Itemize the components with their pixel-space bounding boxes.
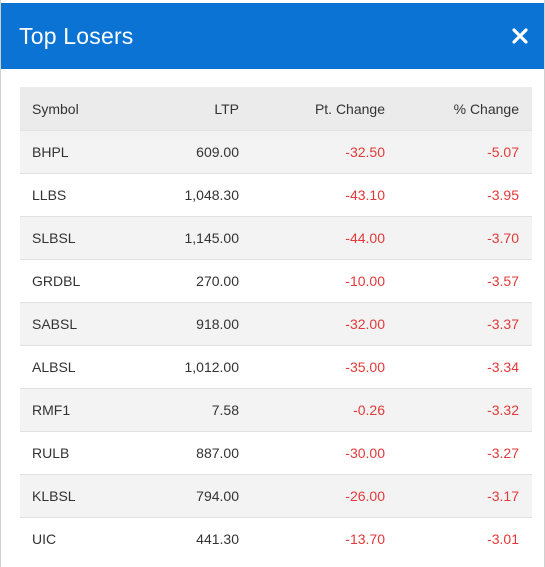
table-row[interactable]: BHPL 609.00 -32.50 -5.07 — [20, 130, 532, 174]
pct-change-cell: -3.27 — [487, 445, 519, 461]
pct-change-cell: -3.57 — [487, 273, 519, 289]
symbol-cell[interactable]: GRDBL — [32, 273, 81, 289]
symbol-cell[interactable]: RMF1 — [32, 402, 71, 418]
pt-change-cell: -10.00 — [345, 273, 385, 289]
pt-change-cell: -30.00 — [345, 445, 385, 461]
ltp-cell: 1,145.00 — [184, 230, 240, 246]
table-row[interactable]: KLBSL 794.00 -26.00 -3.17 — [20, 474, 532, 518]
ltp-cell: 7.58 — [211, 402, 239, 418]
symbol-cell[interactable]: RULB — [32, 445, 70, 461]
pt-change-cell: -32.00 — [345, 316, 385, 332]
ltp-cell: 794.00 — [196, 488, 239, 504]
table-row[interactable]: GRDBL 270.00 -10.00 -3.57 — [20, 259, 532, 303]
table-row[interactable]: SLBSL 1,145.00 -44.00 -3.70 — [20, 216, 532, 260]
pt-change-cell: -26.00 — [345, 488, 385, 504]
ltp-cell: 887.00 — [196, 445, 239, 461]
pt-change-cell: -13.70 — [345, 531, 385, 548]
column-header-pct-change[interactable]: % Change — [453, 100, 519, 117]
table-row[interactable]: ALBSL 1,012.00 -35.00 -3.34 — [20, 345, 532, 389]
ltp-cell: 609.00 — [196, 144, 239, 160]
symbol-cell[interactable]: ALBSL — [32, 359, 76, 375]
column-header-ltp[interactable]: LTP — [214, 100, 239, 117]
symbol-cell[interactable]: KLBSL — [32, 488, 76, 504]
pct-change-cell: -3.95 — [487, 187, 519, 203]
modal-body: Symbol LTP Pt. Change % Change BHPL 609.… — [20, 87, 532, 561]
ltp-cell: 918.00 — [196, 316, 239, 332]
pct-change-cell: -5.07 — [487, 144, 519, 160]
table-row[interactable]: UIC 441.30 -13.70 -3.01 — [20, 517, 532, 561]
symbol-cell[interactable]: BHPL — [32, 144, 69, 160]
ltp-cell: 441.30 — [196, 531, 239, 548]
symbol-cell[interactable]: SABSL — [32, 316, 78, 332]
pct-change-cell: -3.34 — [487, 359, 519, 375]
pt-change-cell: -35.00 — [345, 359, 385, 375]
pt-change-cell: -43.10 — [345, 187, 385, 203]
pt-change-cell: -32.50 — [345, 144, 385, 160]
pt-change-cell: -44.00 — [345, 230, 385, 246]
table-row[interactable]: RMF1 7.58 -0.26 -3.32 — [20, 388, 532, 432]
losers-table: Symbol LTP Pt. Change % Change BHPL 609.… — [20, 87, 532, 561]
close-icon[interactable] — [506, 22, 534, 50]
table-row[interactable]: RULB 887.00 -30.00 -3.27 — [20, 431, 532, 475]
table-row[interactable]: SABSL 918.00 -32.00 -3.37 — [20, 302, 532, 346]
pct-change-cell: -3.01 — [487, 531, 519, 548]
column-header-symbol[interactable]: Symbol — [32, 100, 79, 117]
table-header: Symbol LTP Pt. Change % Change — [20, 87, 532, 131]
pct-change-cell: -3.70 — [487, 230, 519, 246]
symbol-cell[interactable]: UIC — [32, 531, 57, 548]
symbol-cell[interactable]: LLBS — [32, 187, 67, 203]
ltp-cell: 270.00 — [196, 273, 239, 289]
pct-change-cell: -3.37 — [487, 316, 519, 332]
top-strip — [1, 0, 544, 3]
table-row[interactable]: LLBS 1,048.30 -43.10 -3.95 — [20, 173, 532, 217]
ltp-cell: 1,012.00 — [184, 359, 240, 375]
table-header-row: Symbol LTP Pt. Change % Change — [20, 87, 532, 131]
pt-change-cell: -0.26 — [353, 402, 385, 418]
modal-header: Top Losers — [1, 3, 544, 69]
ltp-cell: 1,048.30 — [184, 187, 240, 203]
column-header-pt-change[interactable]: Pt. Change — [314, 100, 385, 117]
modal-title: Top Losers — [19, 22, 134, 49]
pct-change-cell: -3.17 — [487, 488, 519, 504]
symbol-cell[interactable]: SLBSL — [32, 230, 76, 246]
table-body: BHPL 609.00 -32.50 -5.07 LLBS 1,048.30 -… — [20, 130, 532, 561]
pct-change-cell: -3.32 — [487, 402, 519, 418]
